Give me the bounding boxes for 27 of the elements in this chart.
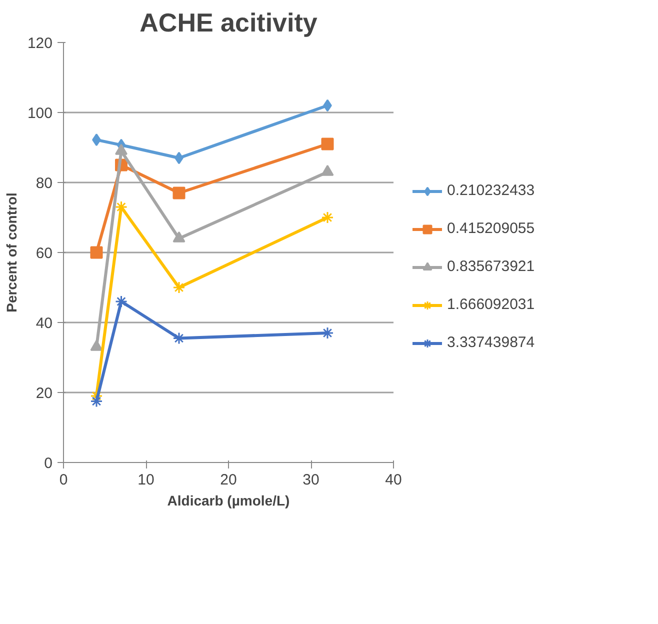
point — [115, 295, 128, 308]
chart-title: ACHE acitivity — [140, 8, 318, 38]
y-axis-title: Percent of control — [3, 192, 20, 312]
y-tick-label: 20 — [36, 385, 53, 402]
x-tick-label: 0 — [59, 472, 68, 488]
x-tick-label: 20 — [220, 472, 237, 488]
y-tick-label: 0 — [44, 455, 52, 472]
point — [90, 246, 103, 259]
y-tick-label: 100 — [27, 105, 53, 122]
y-tick-label: 80 — [36, 175, 53, 192]
x-tick-label: 10 — [138, 472, 154, 488]
point — [90, 395, 103, 408]
legend-label: 0.415209055 — [447, 220, 535, 237]
legend-label: 3.337439874 — [447, 334, 535, 351]
y-tick-label: 120 — [27, 35, 53, 52]
y-tick-label: 40 — [36, 315, 53, 332]
y-tick-label: 60 — [36, 245, 53, 262]
legend-label: 0.835673921 — [447, 258, 535, 275]
point — [321, 138, 334, 150]
point — [172, 281, 186, 294]
point — [172, 186, 186, 200]
point — [321, 211, 334, 224]
legend-label: 0.210232433 — [447, 182, 535, 199]
x-axis-title: Aldicarb (µmole/L) — [167, 492, 290, 508]
x-tick-label: 40 — [385, 472, 402, 488]
legend-label: 1.666092031 — [447, 296, 535, 313]
x-tick-label: 30 — [302, 472, 320, 488]
